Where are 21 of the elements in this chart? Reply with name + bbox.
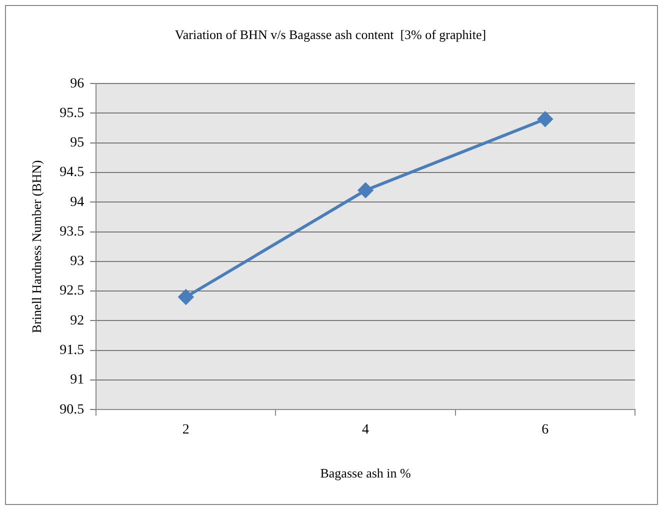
y-tick-label: 93.5 <box>60 224 84 240</box>
point <box>358 182 374 198</box>
x-axis-title: Bagasse ash in % <box>320 466 412 481</box>
y-axis-title: Brinell Hardness Number (BHN) <box>29 160 44 334</box>
y-tick-label: 92 <box>70 313 84 328</box>
x-tick-label: 4 <box>362 422 370 438</box>
chart-title: Variation of BHN v/s Bagasse ash content [3% of graphite] <box>174 27 486 42</box>
point <box>178 289 194 304</box>
x-tick-label: 6 <box>542 422 549 438</box>
y-tick-label: 94.5 <box>60 165 84 180</box>
x-tick-label: 2 <box>182 422 190 438</box>
point <box>538 112 553 127</box>
y-tick-label: 95.5 <box>60 106 84 121</box>
y-tick-label: 90.5 <box>60 402 84 418</box>
y-tick-label: 91.5 <box>60 343 84 358</box>
y-tick-label: 94 <box>70 194 84 210</box>
y-tick-label: 93 <box>70 254 84 270</box>
y-tick-label: 95 <box>70 136 84 151</box>
y-tick-label: 96 <box>70 76 84 92</box>
y-tick-label: 92.5 <box>60 284 84 299</box>
y-tick-label: 91 <box>70 372 84 388</box>
